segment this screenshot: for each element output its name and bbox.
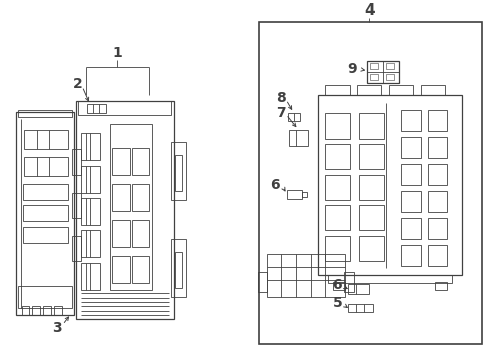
Text: 1: 1 (112, 46, 122, 60)
Bar (366, 61, 398, 83)
Bar (325, 113, 349, 139)
Bar (287, 113, 299, 121)
Bar (72, 193, 81, 218)
Bar (72, 149, 81, 175)
Bar (427, 218, 447, 239)
Bar (359, 144, 383, 169)
Bar (427, 110, 447, 131)
Bar (54, 306, 61, 315)
Bar (359, 113, 383, 139)
Bar (400, 245, 420, 266)
Bar (174, 155, 182, 191)
Bar (325, 144, 349, 169)
Text: 2: 2 (72, 77, 82, 90)
Bar (301, 192, 306, 197)
Bar (132, 148, 149, 175)
Bar (81, 198, 100, 225)
Bar (21, 306, 29, 315)
Text: 5: 5 (332, 296, 342, 310)
Bar (347, 284, 368, 294)
Bar (400, 110, 420, 131)
Bar (171, 142, 185, 200)
Bar (112, 148, 129, 175)
Bar (325, 205, 349, 230)
Bar (427, 164, 447, 185)
Text: 4: 4 (363, 3, 374, 18)
Bar (23, 184, 68, 200)
Bar (288, 130, 307, 146)
Bar (112, 184, 129, 211)
Bar (286, 190, 301, 199)
Bar (427, 191, 447, 212)
Bar (388, 85, 412, 95)
Bar (132, 256, 149, 283)
Bar (325, 236, 349, 261)
Bar (81, 133, 100, 160)
Bar (400, 137, 420, 158)
Bar (325, 85, 349, 95)
Bar (359, 175, 383, 200)
Bar (434, 282, 447, 290)
Bar (43, 306, 51, 315)
Bar (356, 85, 381, 95)
Bar (112, 256, 129, 283)
Bar (81, 263, 100, 290)
Bar (317, 95, 461, 275)
Bar (132, 184, 149, 211)
Bar (325, 175, 349, 200)
Text: 6: 6 (332, 278, 342, 292)
Bar (385, 63, 393, 69)
Bar (327, 275, 451, 283)
Bar (332, 282, 344, 290)
Bar (400, 191, 420, 212)
Bar (420, 85, 444, 95)
Bar (112, 220, 129, 247)
Bar (343, 272, 353, 292)
Bar (87, 104, 105, 113)
Bar (171, 239, 185, 297)
Bar (76, 101, 173, 319)
Bar (18, 286, 72, 308)
Bar (23, 205, 68, 221)
Bar (427, 137, 447, 158)
Bar (81, 166, 100, 193)
Bar (259, 22, 481, 344)
Bar (400, 218, 420, 239)
Bar (400, 164, 420, 185)
Bar (174, 252, 182, 288)
Bar (81, 230, 100, 257)
Bar (78, 101, 171, 115)
Bar (32, 306, 40, 315)
Bar (359, 236, 383, 261)
Bar (347, 304, 372, 312)
Bar (427, 245, 447, 266)
Text: 3: 3 (52, 321, 62, 335)
Bar (24, 157, 68, 176)
Bar (257, 272, 267, 292)
Bar (266, 254, 344, 297)
Text: 9: 9 (346, 63, 356, 76)
Bar (16, 112, 74, 315)
Bar (72, 236, 81, 261)
Bar (369, 74, 378, 80)
Bar (24, 130, 68, 149)
Bar (385, 74, 393, 80)
Text: 7: 7 (276, 106, 285, 120)
Text: 8: 8 (276, 91, 285, 105)
Bar (369, 63, 378, 69)
Bar (359, 205, 383, 230)
Bar (23, 227, 68, 243)
Text: 6: 6 (269, 179, 279, 192)
Bar (132, 220, 149, 247)
Bar (110, 124, 151, 290)
Bar (18, 110, 72, 117)
